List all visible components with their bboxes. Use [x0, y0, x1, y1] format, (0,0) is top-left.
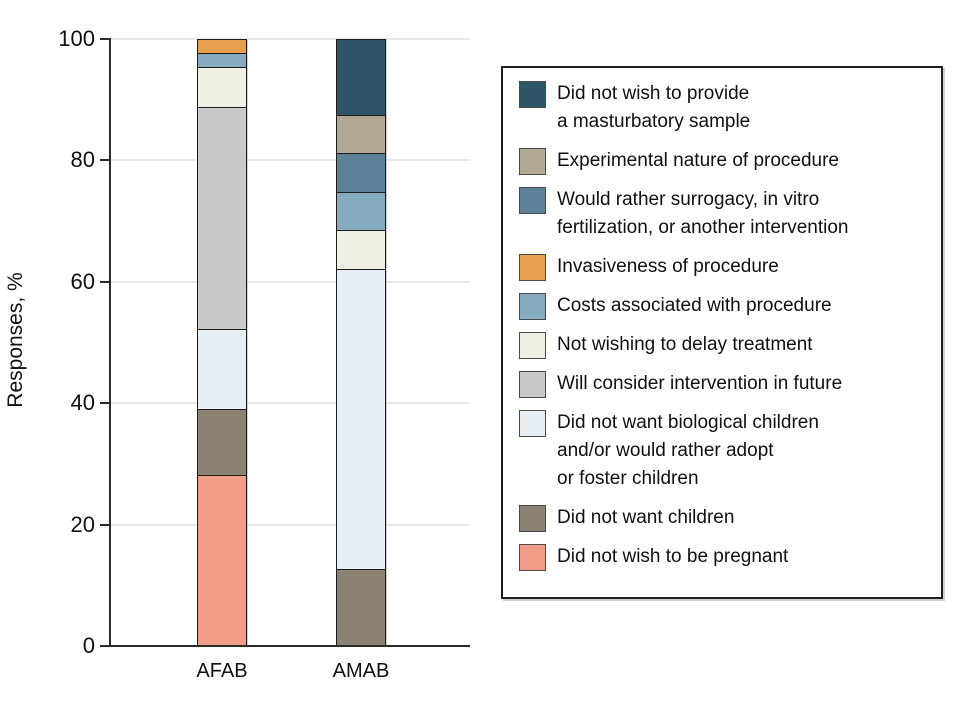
legend-swatch	[519, 81, 546, 108]
legend-swatch	[519, 544, 546, 571]
y-axis-title: Responses, %	[4, 272, 27, 408]
bar-segment	[337, 40, 385, 115]
bar-segment	[337, 191, 385, 231]
legend-label: Invasiveness of procedure	[557, 256, 779, 277]
legend-swatch	[519, 505, 546, 532]
y-tick-label-80: 80	[70, 147, 95, 173]
legend-swatch	[519, 187, 546, 214]
y-tick-100	[100, 38, 109, 40]
legend-item: Invasiveness of procedure	[519, 254, 929, 281]
legend-swatch	[519, 254, 546, 281]
bar-afab	[197, 39, 247, 646]
bar-segment	[337, 114, 385, 154]
y-tick-label-0: 0	[82, 633, 95, 658]
bar-segment	[337, 153, 385, 192]
bar-segment	[337, 569, 385, 645]
legend-label: Did not want children	[557, 507, 735, 528]
gridline-80	[110, 159, 470, 162]
gridline-20	[110, 523, 470, 526]
legend-item: Did not want biological children and/or …	[519, 410, 929, 493]
y-tick-label-100: 100	[58, 26, 95, 51]
legend-item: Would rather surrogacy, in vitro fertili…	[519, 187, 929, 242]
x-axis-line	[100, 645, 470, 647]
legend-label: Costs associated with procedure	[557, 295, 832, 316]
legend-swatch	[519, 371, 546, 398]
y-tick-60	[100, 280, 109, 283]
legend-swatch	[519, 332, 546, 359]
gridline-100	[110, 38, 470, 40]
bar-segment	[198, 474, 246, 646]
legend-label: Experimental nature of procedure	[557, 150, 839, 171]
legend-swatch	[519, 148, 546, 175]
bar-segment	[198, 329, 246, 409]
legend-label: Did not want biological children and/or …	[557, 412, 819, 489]
bar-segment	[198, 408, 246, 475]
legend-label: Would rather surrogacy, in vitro fertili…	[557, 189, 849, 238]
bar-segment	[198, 67, 246, 108]
legend-swatch	[519, 410, 546, 437]
plot-area: 0 20 40 60 80 100 AFAB AMAB	[58, 26, 470, 682]
bar-segment	[337, 268, 385, 570]
gridline-40	[110, 402, 470, 405]
legend-item: Will consider intervention in future	[519, 371, 929, 398]
gridline-60	[110, 280, 470, 283]
legend-rows: Did not wish to provide a masturbatory s…	[519, 81, 929, 571]
legend-item: Did not want children	[519, 505, 929, 532]
legend-item: Not wishing to delay treatment	[519, 332, 929, 359]
legend-swatch	[519, 293, 546, 320]
legend: Did not wish to provide a masturbatory s…	[501, 66, 943, 599]
bar-segment	[198, 40, 246, 53]
bar-segment	[198, 53, 246, 67]
y-tick-label-40: 40	[70, 390, 95, 416]
y-tick-80	[100, 159, 109, 162]
y-tick-40	[100, 402, 109, 405]
legend-label: Will consider intervention in future	[557, 373, 843, 394]
legend-item: Did not wish to be pregnant	[519, 544, 929, 571]
y-tick-20	[100, 523, 109, 526]
legend-label: Not wishing to delay treatment	[557, 334, 813, 355]
legend-label: Did not wish to be pregnant	[557, 546, 789, 567]
bar-segment	[198, 107, 246, 330]
legend-item: Experimental nature of procedure	[519, 148, 929, 175]
bar-segment	[337, 230, 385, 269]
y-axis-line	[109, 38, 111, 646]
bar-amab	[336, 39, 386, 646]
x-category-label-amab: AMAB	[332, 660, 390, 682]
legend-item: Costs associated with procedure	[519, 293, 929, 320]
y-tick-label-60: 60	[70, 268, 95, 294]
x-category-label-afab: AFAB	[196, 660, 248, 682]
legend-item: Did not wish to provide a masturbatory s…	[519, 81, 929, 136]
y-tick-label-20: 20	[70, 511, 95, 537]
legend-label: Did not wish to provide a masturbatory s…	[557, 83, 751, 132]
